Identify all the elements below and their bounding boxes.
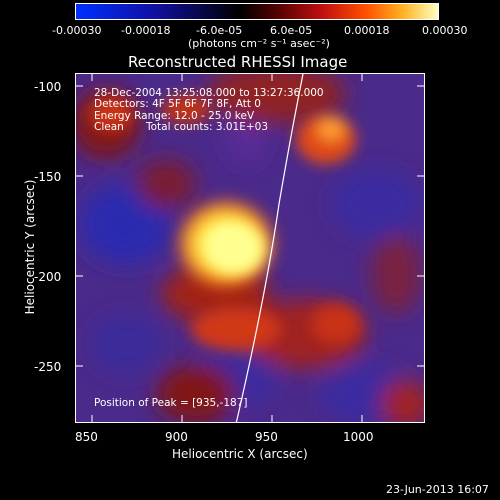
y-axis-label: Heliocentric Y (arcsec) (23, 179, 37, 315)
x-tick-950: 950 (255, 430, 278, 444)
x-tick-900: 900 (165, 430, 188, 444)
colorbar-tick-6: 0.00030 (422, 24, 468, 37)
y-tick-m250: -250 (34, 360, 62, 374)
y-tick-m100: -100 (34, 80, 62, 94)
plot-title: Reconstructed RHESSI Image (128, 53, 348, 71)
colorbar-tick-5: 0.00018 (344, 24, 390, 37)
colorbar (75, 3, 439, 20)
energy-range-label: Energy Range: 12.0 - 25.0 keV (94, 110, 255, 122)
total-counts-label: Total counts: 3.01E+03 (146, 121, 269, 133)
colorbar-tick-4: 6.0e-05 (270, 24, 313, 37)
peak-position-label: Position of Peak = [935,-187] (94, 397, 248, 409)
x-axis-label: Heliocentric X (arcsec) (172, 447, 308, 461)
footer-timestamp: 23-Jun-2013 16:07 (386, 483, 489, 496)
x-tick-1000: 1000 (343, 430, 374, 444)
colorbar-tick-2: -0.00018 (121, 24, 171, 37)
y-tick-m150: -150 (34, 170, 62, 184)
colorbar-tick-3: -6.0e-05 (196, 24, 243, 37)
colorbar-units: (photons cm⁻² s⁻¹ asec⁻²) (188, 37, 330, 50)
colorbar-tick-1: -0.00030 (52, 24, 102, 37)
time-range-label: 28-Dec-2004 13:25:08.000 to 13:27:36.000 (94, 87, 324, 99)
method-label: Clean (94, 121, 124, 133)
image-plot-area (75, 73, 425, 423)
y-tick-m200: -200 (34, 270, 62, 284)
x-tick-850: 850 (75, 430, 98, 444)
detectors-label: Detectors: 4F 5F 6F 7F 8F, Att 0 (94, 98, 261, 110)
